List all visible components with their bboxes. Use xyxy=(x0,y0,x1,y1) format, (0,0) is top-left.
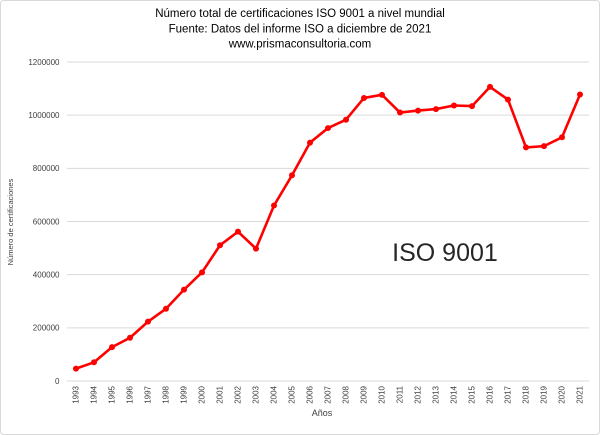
y-tick-label: 600000 xyxy=(33,217,60,226)
x-tick-label: 2005 xyxy=(288,385,297,403)
x-tick-label: 2018 xyxy=(522,385,531,403)
x-tick-label: 2019 xyxy=(540,385,549,403)
series-iso9001 xyxy=(73,83,583,372)
y-tick-label: 1000000 xyxy=(28,111,60,120)
data-point-1997 xyxy=(145,318,151,325)
x-tick-label: 1995 xyxy=(108,385,117,403)
data-point-2015 xyxy=(469,103,475,110)
x-tick-label: 2017 xyxy=(504,385,513,403)
data-point-2000 xyxy=(199,269,205,276)
gridlines-group xyxy=(67,61,589,382)
chart-title-line3: www.prismaconsultoria.com xyxy=(228,39,372,51)
x-tick-label: 1993 xyxy=(72,385,81,403)
data-point-1996 xyxy=(127,334,133,341)
x-tick-label: 2006 xyxy=(306,385,315,403)
data-point-2009 xyxy=(361,94,367,101)
data-point-2013 xyxy=(433,106,439,113)
y-tick-label: 400000 xyxy=(33,270,60,279)
x-tick-label: 2012 xyxy=(414,385,423,403)
chart-title-line1: Número total de certificaciones ISO 9001… xyxy=(155,8,445,20)
chart-annotation: ISO 9001 xyxy=(392,239,498,267)
data-point-2003 xyxy=(253,245,259,252)
data-point-2005 xyxy=(289,172,295,179)
x-tick-label: 1997 xyxy=(144,385,153,403)
x-tick-label: 2010 xyxy=(378,385,387,403)
x-tick-label: 1994 xyxy=(90,385,99,403)
x-tick-label: 2009 xyxy=(360,385,369,403)
data-point-2011 xyxy=(397,109,403,116)
data-point-2014 xyxy=(451,102,457,109)
x-tick-label: 2001 xyxy=(216,385,225,403)
x-axis-tick-labels: 1993 1994 1995 1996 1997 1998 1999 2000 2001 2002… xyxy=(72,385,585,403)
y-tick-label: 200000 xyxy=(33,324,60,333)
x-tick-label: 2015 xyxy=(468,385,477,403)
y-axis-title: Número de certificaciones xyxy=(6,178,15,265)
y-tick-label: 800000 xyxy=(33,164,60,173)
data-point-2004 xyxy=(271,202,277,209)
x-tick-label: 2014 xyxy=(450,385,459,403)
data-point-2018 xyxy=(523,144,529,151)
x-tick-label: 2002 xyxy=(234,385,243,403)
x-tick-label: 2016 xyxy=(486,385,495,403)
data-point-1998 xyxy=(163,305,169,312)
y-tick-label: 0 xyxy=(55,377,60,386)
data-point-2020 xyxy=(559,134,565,141)
y-tick-label: 1200000 xyxy=(28,58,60,67)
data-point-2017 xyxy=(505,96,511,103)
data-point-1999 xyxy=(181,286,187,293)
chart-title-line2: Fuente: Datos del informe ISO a diciembr… xyxy=(169,24,432,36)
data-point-2002 xyxy=(235,228,241,235)
data-point-2010 xyxy=(379,91,385,98)
data-point-1994 xyxy=(91,359,97,366)
x-tick-label: 1996 xyxy=(126,385,135,403)
data-point-2021 xyxy=(577,91,583,98)
data-point-1993 xyxy=(73,365,79,372)
data-point-2006 xyxy=(307,139,313,146)
x-tick-label: 2011 xyxy=(396,385,405,403)
data-point-2012 xyxy=(415,107,421,114)
x-tick-label: 2007 xyxy=(324,385,333,403)
x-tick-label: 2004 xyxy=(270,385,279,403)
data-point-2007 xyxy=(325,125,331,132)
data-point-1995 xyxy=(109,344,115,351)
x-tick-label: 2021 xyxy=(576,385,585,403)
x-axis-title: Años xyxy=(312,408,333,418)
data-point-2008 xyxy=(343,116,349,123)
x-tick-label: 2008 xyxy=(342,385,351,403)
x-tick-label: 2013 xyxy=(432,385,441,403)
x-tick-label: 2020 xyxy=(558,385,567,403)
data-point-2016 xyxy=(487,83,493,90)
x-tick-label: 1999 xyxy=(180,385,189,403)
x-tick-label: 2000 xyxy=(198,385,207,403)
data-point-2001 xyxy=(217,242,223,249)
x-tick-label: 1998 xyxy=(162,385,171,403)
y-axis-tick-labels: 0 200000 400000 600000 800000 1000000 1200000 xyxy=(28,58,60,386)
x-tick-label: 2003 xyxy=(252,385,261,403)
data-point-2019 xyxy=(541,143,547,150)
